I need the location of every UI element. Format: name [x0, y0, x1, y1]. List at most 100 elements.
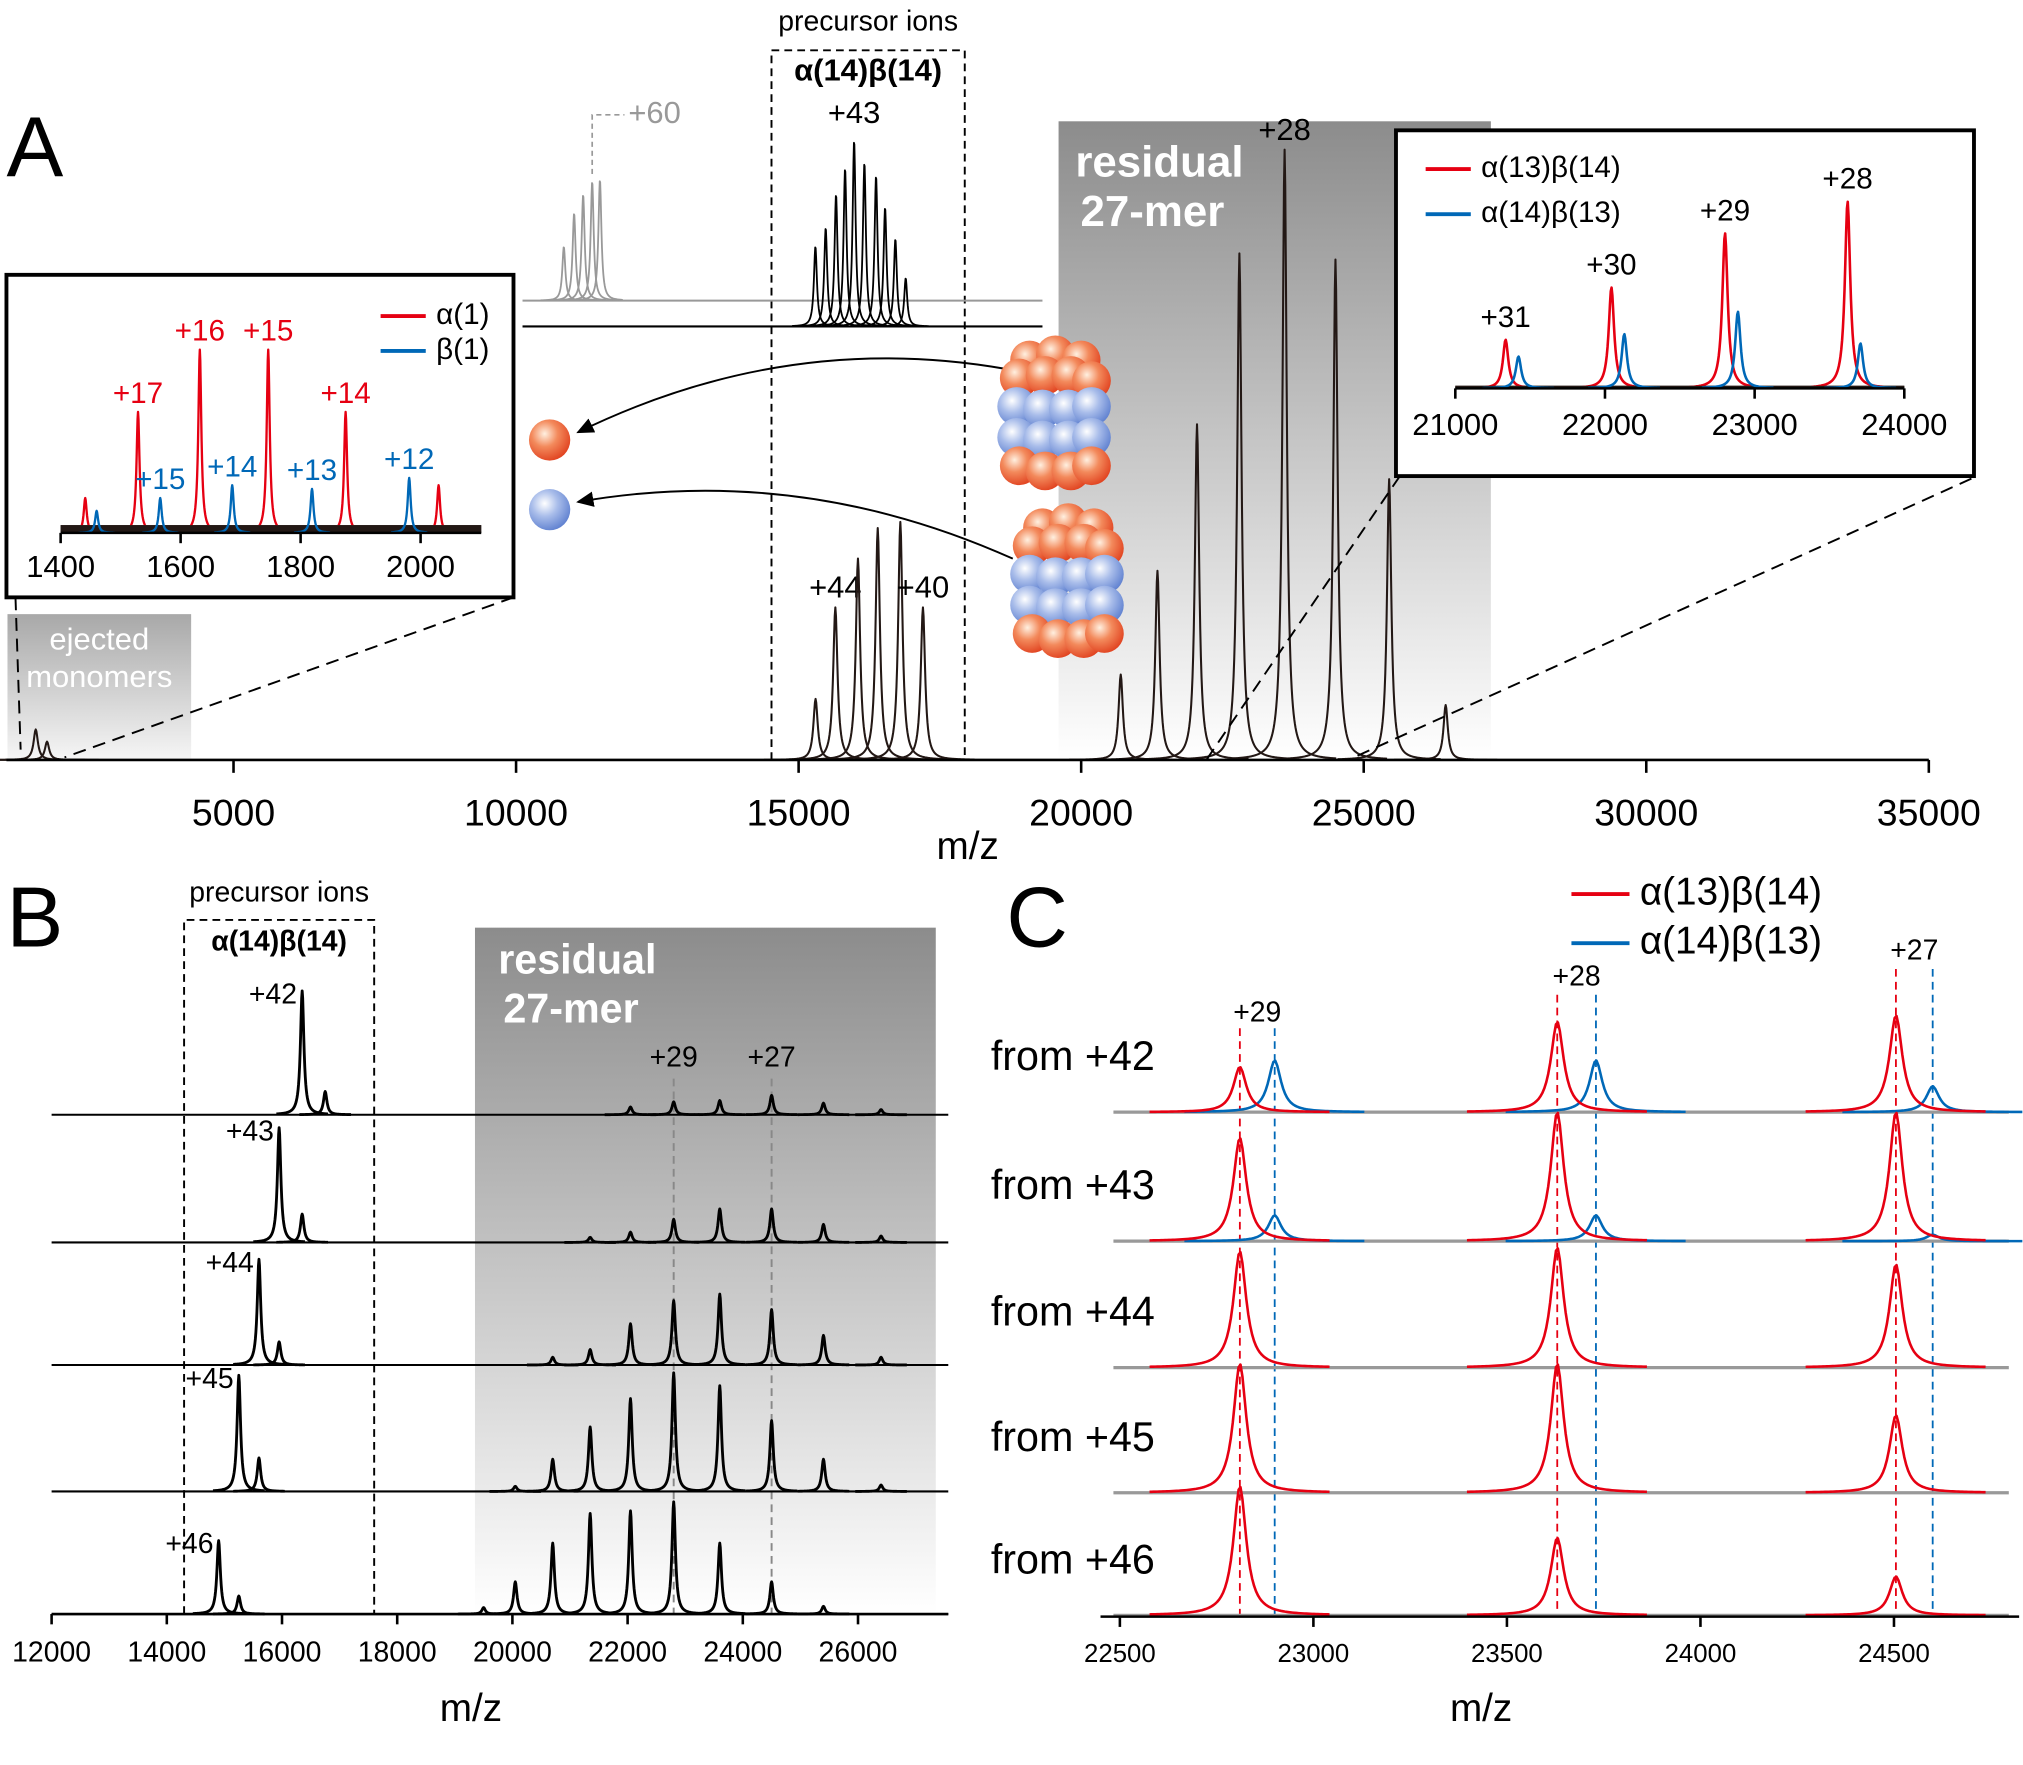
x-tick-label: 23000 — [1278, 1640, 1350, 1668]
peak — [646, 1371, 701, 1493]
peak — [802, 228, 849, 327]
x-tick-label: 24000 — [1665, 1640, 1737, 1668]
peak-label: +15 — [243, 315, 293, 348]
peak — [1149, 1137, 1330, 1242]
inset-frame — [1394, 128, 1976, 479]
peak-label: +14 — [207, 450, 257, 483]
x-tick-label: 10000 — [464, 791, 568, 833]
peak — [298, 1090, 352, 1117]
peak — [693, 1207, 747, 1244]
peak — [576, 180, 624, 301]
peak-label: +16 — [175, 315, 225, 348]
x-tick-label: 22000 — [1562, 407, 1648, 442]
peak — [1232, 148, 1337, 760]
peak — [783, 606, 888, 761]
zoom-lines — [14, 475, 1972, 761]
legend-label: α(1) — [436, 298, 489, 331]
x-tick-label: 14000 — [127, 1637, 206, 1669]
peak — [812, 195, 860, 327]
peak-label: +31 — [1480, 301, 1530, 334]
peak — [646, 1299, 701, 1367]
peak — [1466, 1247, 1647, 1369]
region-label: residual — [498, 936, 656, 982]
beta-monomer — [528, 488, 571, 531]
peak-label: +42 — [249, 979, 297, 1011]
peak — [1805, 1111, 1986, 1242]
x-tick-label: 26000 — [819, 1637, 898, 1669]
trace-label: from +44 — [991, 1289, 1155, 1335]
peak — [693, 1292, 747, 1366]
peak — [825, 527, 930, 761]
peak — [603, 1397, 658, 1493]
peak — [1466, 1537, 1647, 1617]
peak — [854, 1483, 908, 1493]
peak-label: +45 — [186, 1363, 234, 1395]
x-tick-label: 20000 — [473, 1637, 552, 1669]
legend-label: α(14)β(13) — [1481, 196, 1621, 229]
x-tick-label: 35000 — [1877, 791, 1981, 833]
x-tick-label: 24000 — [703, 1637, 782, 1669]
peak — [232, 1257, 286, 1366]
peak — [1466, 1363, 1647, 1494]
peak — [1149, 1066, 1330, 1114]
panel-label: C — [1006, 870, 1068, 965]
peak-label: +44 — [206, 1247, 254, 1279]
peak-label: +44 — [809, 569, 862, 604]
x-tick-label: 12000 — [12, 1637, 91, 1669]
peak-label: +43 — [828, 95, 881, 130]
shaded-region — [7, 614, 192, 760]
x-tick-label: 18000 — [358, 1637, 437, 1669]
peak — [796, 1457, 851, 1493]
protein-complex — [997, 335, 1111, 491]
region-label: monomers — [26, 659, 172, 694]
trace-label: from +46 — [991, 1536, 1155, 1582]
x-tick-label: 22500 — [1084, 1640, 1156, 1668]
peak — [603, 1105, 658, 1117]
x-tick-label: 24000 — [1861, 407, 1947, 442]
peak — [791, 246, 839, 327]
peak — [1184, 1059, 1365, 1114]
legend-label: α(14)β(13) — [1640, 919, 1822, 962]
peak — [646, 1500, 701, 1615]
peak-label: +30 — [1586, 249, 1636, 282]
peak — [275, 1212, 329, 1244]
peak — [603, 1322, 658, 1367]
region-label: 27-mer — [1080, 187, 1224, 236]
precursor-title: precursor ions — [778, 6, 958, 38]
precursor-box — [183, 918, 376, 1615]
peak — [1505, 1214, 1686, 1243]
panel-label: A — [6, 100, 63, 195]
marker-label: +29 — [650, 1042, 698, 1074]
trace-label: from +45 — [991, 1414, 1155, 1460]
shaded-region — [474, 927, 936, 1615]
peak — [646, 1217, 701, 1244]
x-axis-label: m/z — [936, 825, 998, 868]
peak-label: +60 — [628, 95, 681, 130]
peak — [744, 1207, 799, 1244]
peak — [854, 1234, 908, 1244]
peak — [830, 141, 878, 327]
legend-label: α(13)β(14) — [1640, 870, 1822, 913]
peak — [1805, 1014, 1986, 1113]
x-axis-label: m/z — [1450, 1687, 1512, 1730]
peak — [882, 277, 929, 328]
peak — [603, 1509, 658, 1615]
peak — [871, 239, 919, 327]
peak — [1149, 1363, 1330, 1494]
peak — [1805, 1575, 1986, 1617]
x-tick-label: 22000 — [588, 1637, 667, 1669]
peak — [861, 207, 909, 327]
x-tick-label: 5000 — [192, 791, 275, 833]
peak-label: +28 — [1822, 162, 1872, 195]
peak — [1149, 1251, 1330, 1369]
zoom-line — [1347, 477, 1972, 761]
panel-label: B — [6, 870, 63, 965]
protein-complex — [1010, 503, 1124, 659]
peak-label: +40 — [897, 569, 950, 604]
peak — [796, 1333, 851, 1367]
x-tick-label: 20000 — [1029, 791, 1133, 833]
x-tick-label: 30000 — [1594, 791, 1698, 833]
peak-label: +13 — [287, 454, 337, 487]
x-tick-label: 25000 — [1312, 791, 1416, 833]
